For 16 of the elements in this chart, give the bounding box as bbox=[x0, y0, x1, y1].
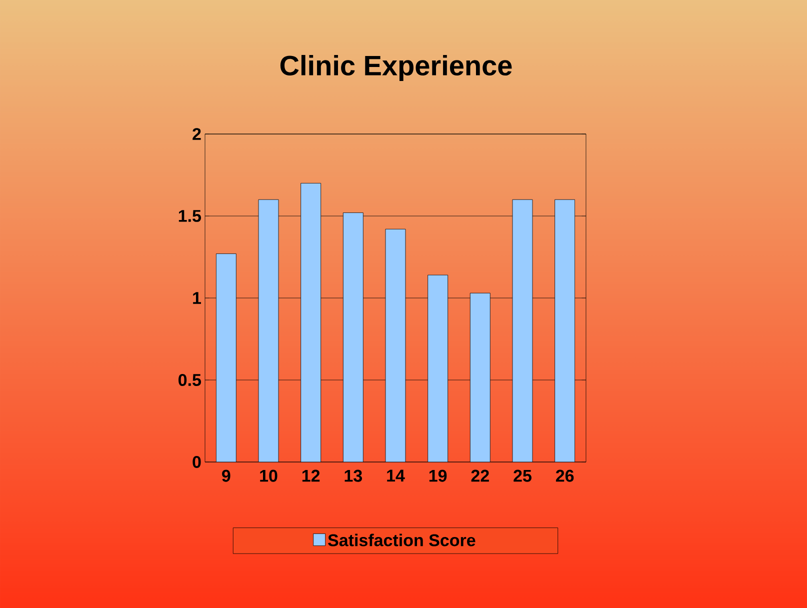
x-tick-label: 9 bbox=[222, 470, 230, 482]
y-tick-label: 0.5 bbox=[178, 374, 202, 386]
chart-title: Clinic Experience bbox=[280, 54, 512, 82]
x-tick-label: 14 bbox=[387, 470, 405, 482]
y-tick-label: 0 bbox=[192, 456, 201, 468]
x-tick-label: 22 bbox=[471, 470, 489, 482]
x-tick-label: 12 bbox=[302, 470, 320, 482]
x-tick-label: 13 bbox=[344, 470, 362, 482]
x-tick-label: 25 bbox=[514, 470, 532, 482]
x-tick-label: 10 bbox=[260, 470, 278, 482]
x-tick-label: 19 bbox=[429, 470, 447, 482]
x-tick-label: 26 bbox=[556, 470, 574, 482]
y-tick-label: 1 bbox=[193, 292, 202, 304]
y-tick-label: 2 bbox=[192, 128, 201, 140]
y-tick-label: 1.5 bbox=[178, 210, 202, 222]
legend-label: Satisfaction Score bbox=[328, 534, 476, 546]
